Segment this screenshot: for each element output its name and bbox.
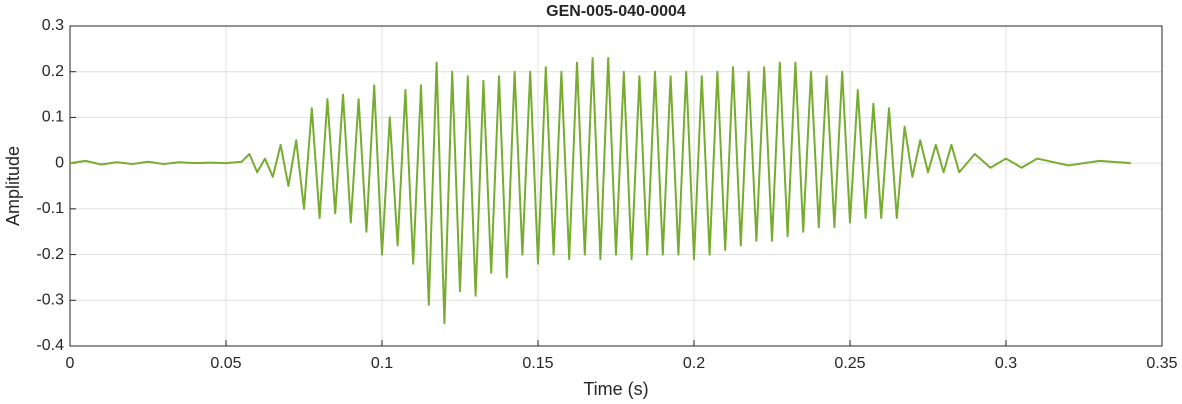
- x-tick-label: 0.1: [371, 355, 393, 372]
- x-tick-label: 0.15: [522, 355, 553, 372]
- y-tick-label: -0.3: [36, 292, 64, 309]
- axes-box: [69, 25, 1163, 347]
- x-tick-label: 0.35: [1146, 355, 1177, 372]
- x-tick-label: 0.25: [834, 355, 865, 372]
- y-tick-label: 0.3: [42, 17, 64, 34]
- x-tick-label: 0.2: [683, 355, 705, 372]
- x-axis-label: Time (s): [583, 379, 648, 399]
- x-tick-label: 0: [66, 355, 75, 372]
- x-tick-label: 0.05: [210, 355, 241, 372]
- y-tick-label: -0.4: [36, 337, 64, 354]
- y-tick-label: -0.2: [36, 246, 64, 263]
- line-series: [69, 57, 1131, 325]
- y-tick-label: 0: [55, 154, 64, 171]
- x-tick-label: 0.3: [995, 355, 1017, 372]
- y-axis-label: Amplitude: [3, 146, 23, 226]
- y-tick-label: -0.1: [36, 200, 64, 217]
- y-tick-label: 0.2: [42, 63, 64, 80]
- chart-title: GEN-005-040-0004: [546, 3, 686, 20]
- y-tick-label: 0.1: [42, 109, 64, 126]
